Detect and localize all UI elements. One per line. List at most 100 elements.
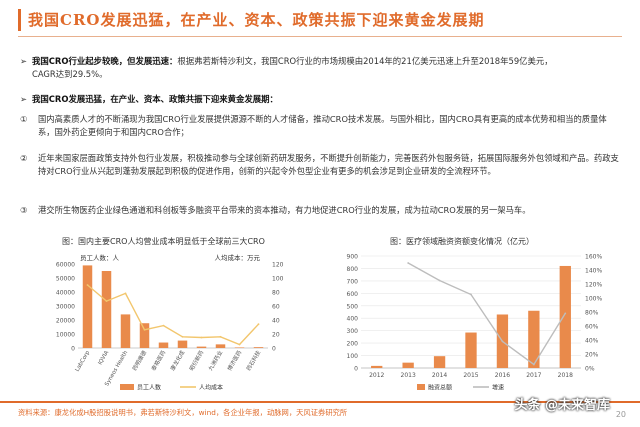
- legend-bar-label: 融资总额: [428, 384, 452, 392]
- footer-divider: [0, 401, 640, 403]
- line-point: [501, 340, 504, 343]
- bullet-2-bold: 我国CRO发展迅猛，在产业、资本、政策共振下迎来黄金发展期：: [32, 94, 278, 104]
- x-tick-label: 康龙化成: [168, 349, 186, 372]
- right-axis-unit: 人均成本：万元: [215, 253, 261, 262]
- title-divider: [18, 36, 622, 37]
- point-number: ③: [20, 205, 28, 215]
- bar: [234, 347, 245, 348]
- x-tick-label: 2017: [526, 372, 541, 379]
- line-point: [200, 336, 203, 339]
- bar: [101, 271, 112, 348]
- line-point: [162, 324, 165, 327]
- title-accent: [18, 9, 21, 31]
- series-line: [407, 262, 566, 366]
- bar: [528, 310, 540, 368]
- line-point: [143, 328, 146, 331]
- y-left-tick-label: 20000: [56, 318, 75, 325]
- y-right-tick-label: 100%: [585, 296, 602, 303]
- y-left-tick-label: 0: [71, 346, 75, 353]
- y-left-tick-label: 400: [347, 316, 359, 323]
- x-tick-label: 九洲药业: [206, 349, 224, 372]
- bar: [253, 347, 264, 348]
- y-left-tick-label: 900: [347, 254, 359, 261]
- bar: [465, 332, 477, 368]
- y-right-tick-label: 60%: [585, 324, 599, 331]
- y-left-tick-label: 200: [347, 341, 359, 348]
- point-text: 近年来国家层面政策支持外包行业发展，积极推动参与全球创新药研发服务，不断提升创新…: [38, 153, 619, 176]
- page-number: 20: [615, 410, 626, 419]
- y-left-tick-label: 600: [347, 291, 359, 298]
- bar: [371, 365, 383, 368]
- y-right-tick-label: 80%: [585, 310, 599, 317]
- legend-line-label: 人均成本: [199, 384, 223, 392]
- y-right-tick-label: 120%: [585, 282, 602, 289]
- bullet-1-bold: 我国CRO行业起步较晚，但发展迅速：: [32, 56, 178, 66]
- y-right-tick-label: 160%: [585, 254, 602, 261]
- point-number: ②: [20, 153, 28, 163]
- x-tick-label: IQVIA: [97, 350, 110, 366]
- line-point: [470, 293, 472, 296]
- y-left-tick-label: 500: [347, 303, 359, 310]
- x-tick-label: 药明康德: [130, 349, 148, 372]
- x-tick-label: 药石科技: [244, 349, 262, 372]
- y-left-tick-label: 800: [347, 266, 359, 273]
- y-right-tick-label: 80: [272, 290, 280, 297]
- y-right-tick-label: 20: [272, 332, 280, 339]
- x-tick-label: 昭衍新药: [187, 349, 205, 372]
- point-3: ③ 港交所生物医药企业绿色通道和科创板等多融资平台带来的资本推动，有力地促进CR…: [20, 204, 620, 217]
- bar: [433, 356, 446, 368]
- x-tick-label: 2014: [432, 372, 447, 379]
- source-note: 资料来源：康龙化成H股招股说明书，弗若斯特沙利文，wind，各企业年报，动脉网，…: [18, 408, 348, 417]
- title-bar: 我国CRO发展迅猛，在产业、资本、政策共振下迎来黄金发展期: [0, 0, 640, 40]
- bar: [215, 344, 226, 348]
- bullet-1-text: 根据弗若斯特沙利文，我国CRO行业的市场规模由2014年的21亿美元迅速上升至2…: [177, 56, 553, 66]
- y-right-tick-label: 120: [272, 262, 284, 269]
- arrow-bullet-icon: ➢: [20, 94, 28, 104]
- y-left-tick-label: 300: [347, 328, 359, 335]
- point-text: 国内高素质人才的不断涌现为我国CRO行业发展提供源源不断的人才储备，推动CRO技…: [38, 114, 607, 137]
- legend-line-label: 增速: [492, 384, 504, 392]
- line-point: [238, 343, 241, 346]
- x-tick-label: 泰格医药: [149, 349, 167, 372]
- x-tick-label: 2016: [495, 372, 510, 379]
- bar: [402, 362, 414, 368]
- x-tick-label: 2012: [369, 372, 384, 379]
- x-tick-label: 2015: [463, 372, 478, 379]
- bar: [139, 323, 150, 348]
- legend-bar-swatch: [417, 384, 425, 390]
- y-right-tick-label: 20%: [585, 352, 599, 359]
- line-point: [532, 363, 535, 366]
- line-point: [86, 284, 89, 286]
- y-right-tick-label: 40: [272, 318, 280, 325]
- x-tick-label: LabCorp: [75, 350, 92, 373]
- y-left-tick-label: 50000: [56, 276, 75, 283]
- chart-financing: 0 100 200 300 400 500 600 700 800 900 0% 20% 40% 60% 8…: [347, 254, 603, 392]
- line-point: [564, 312, 567, 315]
- bar: [120, 314, 131, 348]
- y-right-tick-label: 140%: [585, 268, 602, 275]
- line-point: [181, 335, 184, 338]
- bar: [559, 265, 571, 368]
- bar: [158, 342, 169, 348]
- y-left-tick-label: 100: [347, 353, 359, 360]
- bar: [82, 265, 93, 348]
- point-text: 港交所生物医药企业绿色通道和科创板等多融资平台带来的资本推动，有力地促进CRO行…: [38, 205, 531, 215]
- y-right-tick-label: 0%: [585, 366, 595, 373]
- y-left-tick-label: 60000: [56, 262, 75, 269]
- y-left-tick-label: 40000: [56, 290, 75, 297]
- bullet-2: ➢ 我国CRO发展迅猛，在产业、资本、政策共振下迎来黄金发展期：: [20, 93, 278, 106]
- line-point: [257, 323, 260, 326]
- point-1: ① 国内高素质人才的不断涌现为我国CRO行业发展提供源源不断的人才储备，推动CR…: [20, 113, 620, 139]
- y-right-tick-label: 100: [272, 276, 284, 283]
- y-right-tick-label: 0: [272, 346, 276, 353]
- legend-bar-label: 员工人数: [137, 384, 161, 392]
- bar: [196, 346, 207, 348]
- y-right-tick-label: 60: [272, 304, 280, 311]
- point-2: ② 近年来国家层面政策支持外包行业发展，积极推动参与全球创新药研发服务，不断提升…: [20, 152, 620, 178]
- left-axis-unit: 员工人数：人: [80, 253, 120, 262]
- y-left-tick-label: 30000: [56, 304, 75, 311]
- arrow-bullet-icon: ➢: [20, 56, 28, 66]
- figure-1-caption: 图：国内主要CRO人均营业成本明显低于全球前三大CRO: [62, 237, 265, 246]
- x-tick-label: 2013: [401, 372, 416, 379]
- legend-bar-swatch: [120, 384, 134, 390]
